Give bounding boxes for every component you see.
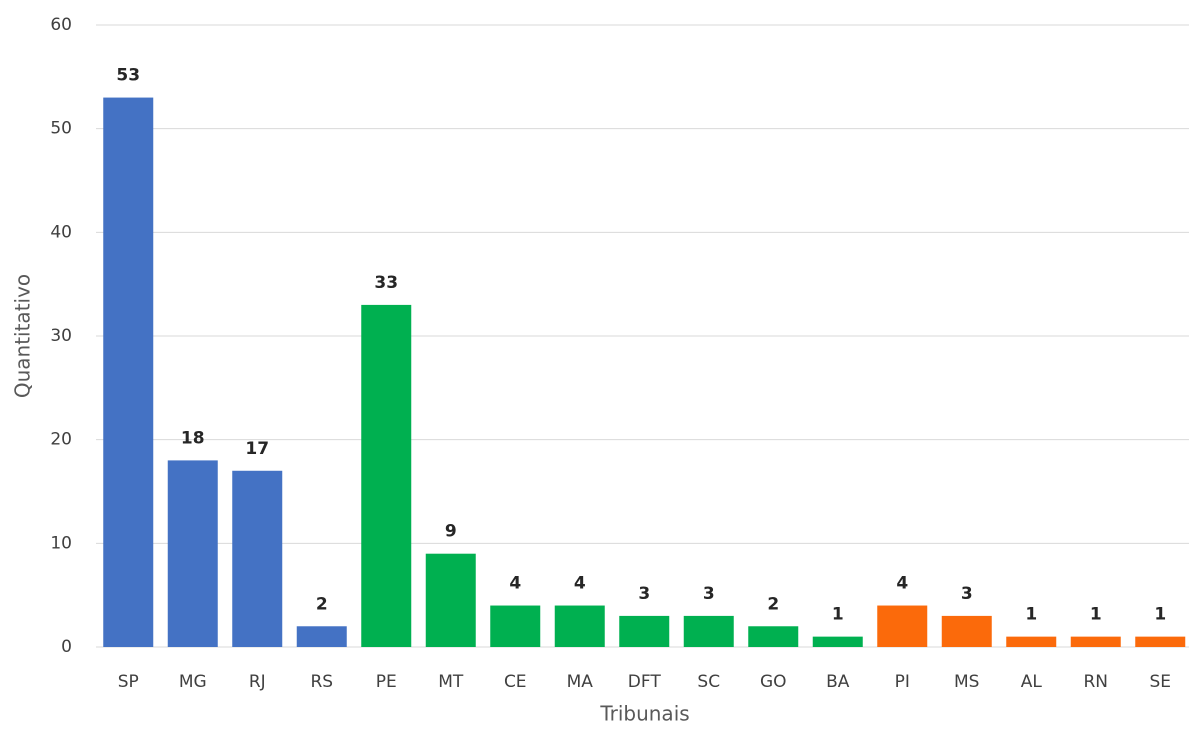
value-label: 1 — [1025, 605, 1037, 625]
bar — [490, 605, 541, 647]
x-tick-label: AL — [1021, 672, 1043, 692]
x-tick-label: SE — [1149, 672, 1171, 692]
x-tick-label: MS — [954, 672, 979, 692]
x-tick-label: MA — [567, 672, 594, 692]
value-label: 3 — [703, 584, 715, 604]
bar — [1135, 636, 1186, 647]
value-label: 4 — [509, 574, 521, 594]
bar — [812, 636, 863, 647]
y-tick-label: 20 — [50, 430, 72, 450]
value-label: 3 — [961, 584, 973, 604]
bar — [1006, 636, 1057, 647]
value-label: 1 — [1090, 605, 1102, 625]
bar — [941, 615, 992, 647]
bar — [425, 553, 476, 647]
value-label: 4 — [896, 574, 908, 594]
x-tick-label: BA — [826, 672, 850, 692]
x-tick-label: DFT — [628, 672, 662, 692]
value-label: 3 — [638, 584, 650, 604]
y-tick-label: 40 — [50, 222, 72, 242]
x-tick-label: PI — [895, 672, 910, 692]
bar — [232, 470, 283, 647]
bar — [748, 626, 799, 647]
bar — [103, 97, 154, 648]
bar — [167, 460, 218, 647]
x-axis-title: Tribunais — [599, 702, 689, 726]
value-label: 18 — [181, 428, 205, 448]
x-tick-label: RJ — [249, 672, 266, 692]
value-label: 17 — [245, 439, 269, 459]
value-label: 2 — [767, 594, 779, 614]
bar — [296, 626, 347, 647]
value-label: 1 — [1154, 605, 1166, 625]
bar — [1070, 636, 1121, 647]
x-tick-label: PE — [376, 672, 397, 692]
value-label: 9 — [445, 522, 457, 542]
x-tick-label: RS — [310, 672, 333, 692]
value-label: 33 — [374, 273, 398, 293]
y-tick-label: 50 — [50, 119, 72, 139]
x-tick-label: CE — [504, 672, 527, 692]
y-tick-label: 60 — [50, 15, 72, 35]
bar — [554, 605, 605, 647]
x-tick-label: RN — [1083, 672, 1108, 692]
y-tick-label: 0 — [61, 637, 72, 657]
value-label: 4 — [574, 574, 586, 594]
bar — [361, 304, 412, 647]
x-tick-label: SP — [118, 672, 139, 692]
bar — [619, 615, 670, 647]
y-tick-label: 30 — [50, 326, 72, 346]
x-tick-label: SC — [697, 672, 720, 692]
y-axis-title: Quantitativo — [11, 274, 35, 398]
x-tick-label: GO — [760, 672, 787, 692]
value-label: 2 — [316, 594, 328, 614]
bar — [683, 615, 734, 647]
value-label: 53 — [116, 66, 140, 86]
bar — [877, 605, 928, 647]
y-tick-label: 10 — [50, 533, 72, 553]
x-tick-label: MT — [438, 672, 464, 692]
value-label: 1 — [832, 605, 844, 625]
x-tick-label: MG — [179, 672, 207, 692]
